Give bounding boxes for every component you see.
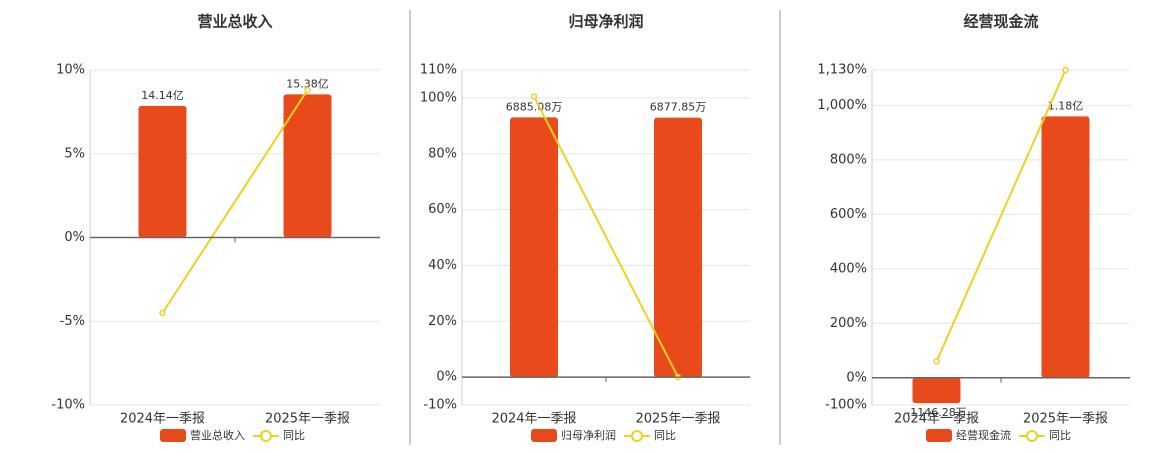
bar	[138, 105, 187, 238]
legend-marker	[1026, 430, 1038, 442]
x-tick-label: 2025年一季报	[635, 412, 720, 427]
y-tick-label: 5%	[64, 146, 85, 161]
line	[533, 96, 679, 378]
data-label: 6885.08万	[506, 100, 563, 113]
y-tick-label: -100%	[825, 398, 867, 413]
bar	[1041, 116, 1090, 378]
y-tick-label: 0%	[436, 370, 457, 385]
y-tick-label: 10%	[56, 63, 85, 78]
legend-label: 经营现金流	[956, 428, 1011, 442]
line-point	[933, 358, 940, 365]
y-tick-label: -10%	[423, 398, 457, 413]
legend-swatch	[926, 429, 952, 442]
y-tick-label: 200%	[830, 316, 867, 331]
legend-swatch	[160, 429, 186, 442]
y-tick-label: 400%	[830, 261, 867, 276]
bar	[912, 377, 961, 404]
line-point	[1062, 66, 1069, 74]
y-tick-label: 40%	[428, 258, 457, 273]
chart-title: 经营现金流	[963, 13, 1038, 31]
legend-marker	[631, 430, 643, 442]
y-tick-label: 100%	[420, 90, 457, 105]
y-tick-label: 1,000%	[817, 98, 867, 113]
line-point	[530, 93, 538, 100]
y-tick-label: 0%	[64, 230, 85, 245]
y-tick-label: 110%	[420, 63, 457, 78]
legend-label: 营业总收入	[190, 428, 245, 442]
bar	[510, 117, 558, 378]
y-tick-label: 20%	[428, 314, 457, 329]
line	[935, 69, 1067, 362]
data-label: 6877.85万	[650, 101, 707, 114]
line	[161, 89, 309, 314]
line-point	[304, 86, 311, 94]
data-label: 14.14亿	[141, 89, 184, 102]
x-tick-label: 2025年一季报	[265, 412, 350, 427]
legend-label: 同比	[654, 429, 676, 442]
chart-title: 营业总收入	[197, 13, 272, 31]
x-tick-label: 2024年一季报	[894, 412, 979, 427]
bar	[654, 117, 702, 378]
line-point	[159, 309, 166, 317]
x-tick-label: 2025年一季报	[1023, 412, 1108, 427]
legend-label: 归母净利润	[561, 428, 616, 442]
data-label: 15.38亿	[286, 77, 329, 90]
y-tick-label: 0%	[846, 370, 867, 385]
x-tick-label: 2024年一季报	[491, 412, 576, 427]
y-tick-label: -5%	[60, 314, 85, 329]
y-tick-label: 600%	[830, 207, 867, 222]
chart-title: 归母净利润	[568, 13, 643, 31]
y-tick-label: -10%	[51, 398, 85, 413]
bar	[283, 94, 332, 238]
data-label: -1146.28万	[906, 406, 966, 419]
legend-label: 同比	[1049, 429, 1071, 442]
y-tick-label: 80%	[428, 146, 457, 161]
legend-marker	[260, 430, 272, 442]
legend-label: 同比	[283, 429, 305, 442]
data-label: 1.18亿	[1048, 99, 1084, 112]
y-tick-label: 60%	[428, 202, 457, 217]
y-tick-label: 1,130%	[817, 63, 867, 78]
legend-swatch	[531, 429, 557, 442]
x-tick-label: 2024年一季报	[120, 412, 205, 427]
y-tick-label: 800%	[830, 152, 867, 167]
